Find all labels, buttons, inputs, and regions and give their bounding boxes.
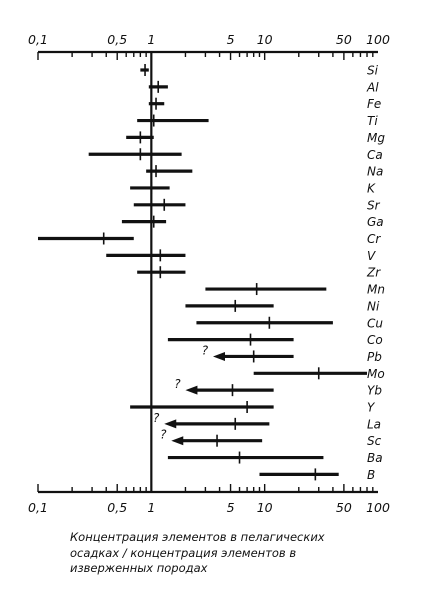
top-tick-label: 0,5	[107, 32, 127, 47]
row-k: K	[130, 181, 376, 195]
element-label: Cu	[367, 316, 383, 330]
top-tick-label: 1	[147, 32, 155, 47]
row-mg: Mg	[126, 131, 385, 145]
bottom-tick-label: 5	[227, 500, 235, 515]
bottom-tick-label: 0,1	[28, 500, 48, 515]
question-mark: ?	[202, 343, 209, 357]
x-axis-caption: Концентрация элементов в пелагических ос…	[70, 530, 325, 575]
element-label: Al	[366, 80, 379, 94]
row-co: Co	[167, 333, 383, 347]
element-label: Si	[367, 64, 379, 78]
row-sr: Sr	[133, 198, 381, 212]
bottom-tick-label: 10	[257, 500, 273, 515]
element-label: Mn	[367, 283, 385, 297]
element-label: Na	[367, 165, 383, 179]
question-mark: ?	[153, 411, 160, 425]
top-tick-label: 5	[227, 32, 235, 47]
element-label: Yb	[367, 384, 382, 398]
row-fe: Fe	[148, 97, 381, 111]
row-ti: Ti	[137, 114, 378, 128]
element-label: Mo	[367, 367, 385, 381]
element-label: Zr	[366, 266, 381, 280]
top-tick-label: 50	[336, 32, 352, 47]
top-axis: 0,1 0,5 1 5 10 50 100	[28, 32, 390, 60]
bottom-axis: 0,1 0,5 1 5 10 50 100	[28, 484, 390, 515]
element-label: Sr	[367, 198, 381, 212]
range-rows: Si Al Fe Ti Mg Ca Na K Sr Ga Cr V Zr Mn Ni Cu Co? Pb Mo? Yb…	[38, 64, 385, 482]
row-ga: Ga	[121, 215, 384, 229]
arrow-head	[164, 419, 177, 429]
element-label: Ba	[367, 451, 383, 465]
row-ni: Ni	[185, 299, 380, 313]
top-tick-label: 10	[257, 32, 273, 47]
element-label: Sc	[367, 434, 382, 448]
element-label: Cr	[367, 232, 381, 246]
element-label: Ni	[367, 299, 380, 313]
row-ba: Ba	[167, 451, 383, 465]
top-tick-label: 0,1	[28, 32, 48, 47]
element-label: K	[367, 181, 376, 195]
row-b: B	[259, 468, 375, 482]
element-label: Ti	[367, 114, 378, 128]
element-label: V	[367, 249, 376, 263]
bottom-tick-label: 1	[147, 500, 155, 515]
arrow-head	[171, 436, 184, 446]
arrow-head	[212, 351, 225, 361]
bottom-tick-label: 0,5	[107, 500, 127, 515]
row-cr: Cr	[38, 232, 381, 246]
question-mark: ?	[174, 377, 181, 391]
row-v: V	[106, 249, 376, 263]
arrow-head	[185, 385, 198, 395]
row-si: Si	[140, 64, 379, 78]
element-label: Mg	[367, 131, 385, 145]
row-na: Na	[146, 165, 383, 179]
element-label: Ga	[367, 215, 384, 229]
row-y: Y	[130, 401, 376, 415]
bottom-tick-label: 100	[366, 500, 390, 515]
row-yb: ? Yb	[174, 377, 382, 398]
element-label: B	[367, 468, 375, 482]
row-la: ? La	[153, 411, 381, 432]
element-label: Ca	[367, 148, 383, 162]
row-zr: Zr	[137, 266, 381, 280]
row-ca: Ca	[88, 148, 383, 162]
row-sc: ? Sc	[160, 428, 382, 449]
bottom-tick-label: 50	[336, 500, 352, 515]
element-label: Pb	[367, 350, 382, 364]
row-cu: Cu	[196, 316, 383, 330]
element-label: La	[367, 417, 381, 431]
element-label: Fe	[367, 97, 381, 111]
row-mo: Mo	[253, 367, 385, 381]
question-mark: ?	[160, 428, 167, 442]
row-mn: Mn	[205, 283, 385, 297]
top-tick-label: 100	[366, 32, 390, 47]
element-label: Y	[367, 401, 376, 415]
row-pb: ? Pb	[202, 343, 382, 364]
element-label: Co	[367, 333, 383, 347]
row-al: Al	[148, 80, 379, 94]
